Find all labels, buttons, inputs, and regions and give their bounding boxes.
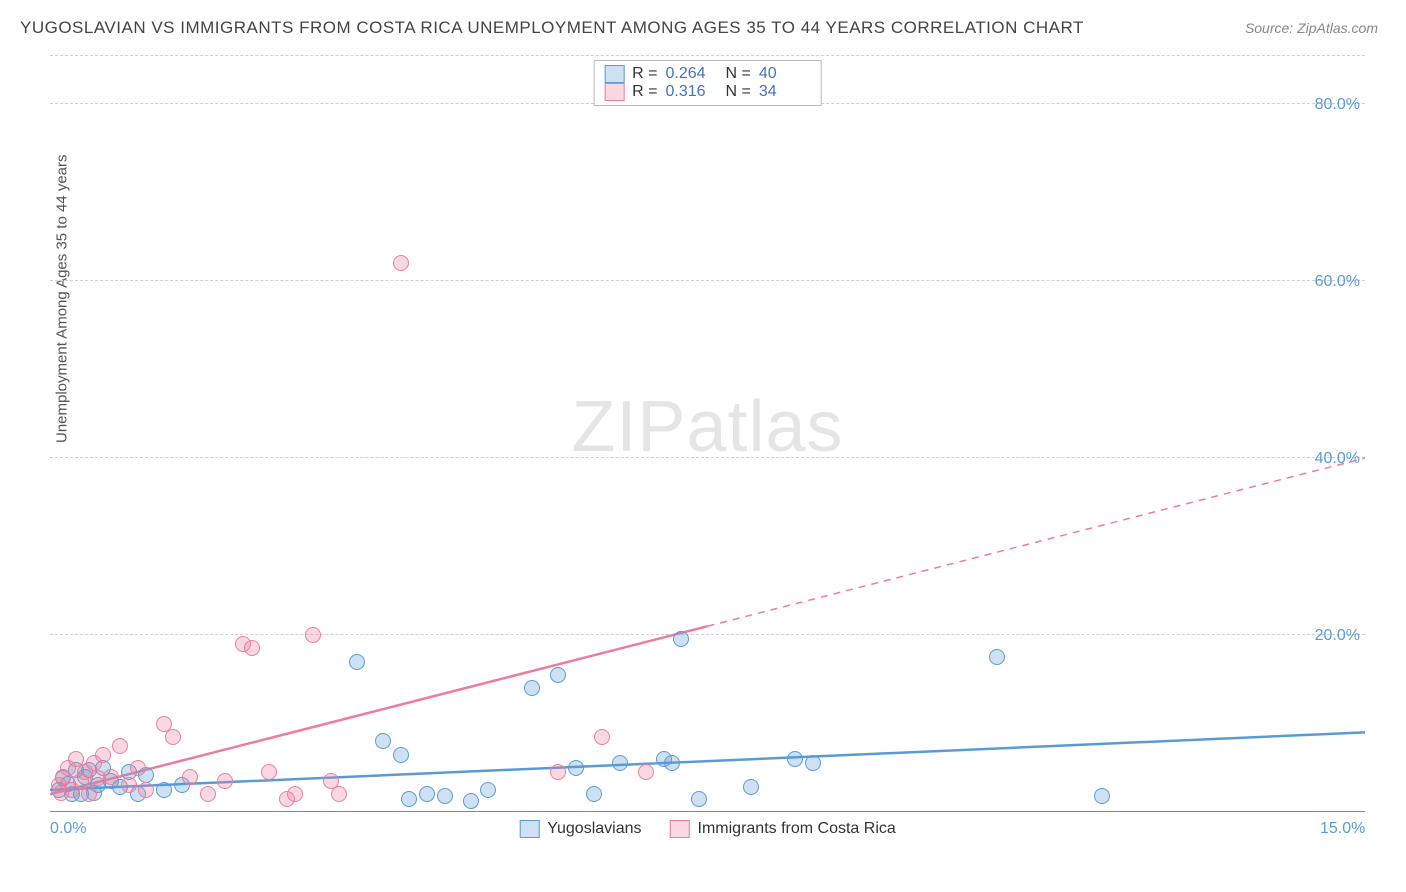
data-point	[156, 782, 172, 798]
correlation-legend: R = 0.264 N = 40 R = 0.316 N = 34	[593, 60, 822, 106]
legend-row-series-1: R = 0.316 N = 34	[604, 83, 811, 101]
data-point	[989, 649, 1005, 665]
data-point	[393, 747, 409, 763]
x-axis-baseline	[50, 811, 1365, 812]
data-point	[480, 782, 496, 798]
legend-item-yugoslavians: Yugoslavians	[519, 820, 641, 838]
data-point	[217, 773, 233, 789]
scatter-plot: Unemployment Among Ages 35 to 44 years Z…	[50, 55, 1365, 830]
data-point	[53, 785, 69, 801]
data-point	[287, 786, 303, 802]
source-attribution: Source: ZipAtlas.com	[1245, 20, 1378, 36]
data-point	[393, 255, 409, 271]
legend-item-costa-rica: Immigrants from Costa Rica	[670, 820, 896, 838]
trend-lines	[50, 55, 1365, 830]
data-point	[568, 760, 584, 776]
data-point	[95, 747, 111, 763]
x-tick-label: 0.0%	[50, 820, 86, 838]
data-point	[664, 755, 680, 771]
data-point	[550, 667, 566, 683]
data-point	[81, 786, 97, 802]
data-point	[244, 640, 260, 656]
data-point	[261, 764, 277, 780]
data-point	[182, 769, 198, 785]
data-point	[419, 786, 435, 802]
data-point	[165, 729, 181, 745]
data-point	[103, 769, 119, 785]
data-point	[805, 755, 821, 771]
data-point	[121, 777, 137, 793]
data-point	[437, 788, 453, 804]
data-point	[130, 760, 146, 776]
swatch-yugoslavians	[604, 65, 624, 83]
data-point	[524, 680, 540, 696]
data-point	[594, 729, 610, 745]
swatch-costa-rica	[604, 83, 624, 101]
data-point	[375, 733, 391, 749]
data-point	[586, 786, 602, 802]
legend-row-series-0: R = 0.264 N = 40	[604, 65, 811, 83]
data-point	[743, 779, 759, 795]
data-point	[401, 791, 417, 807]
data-point	[638, 764, 654, 780]
data-point	[331, 786, 347, 802]
data-point	[463, 793, 479, 809]
data-point	[305, 627, 321, 643]
data-point	[200, 786, 216, 802]
swatch-yugoslavians-icon	[519, 820, 539, 838]
x-tick-label: 15.0%	[1320, 820, 1365, 838]
swatch-costa-rica-icon	[670, 820, 690, 838]
data-point	[673, 631, 689, 647]
data-point	[138, 782, 154, 798]
data-point	[112, 738, 128, 754]
series-legend: Yugoslavians Immigrants from Costa Rica	[519, 820, 896, 838]
data-point	[550, 764, 566, 780]
data-point	[1094, 788, 1110, 804]
data-point	[787, 751, 803, 767]
data-point	[691, 791, 707, 807]
data-point	[612, 755, 628, 771]
chart-title: YUGOSLAVIAN VS IMMIGRANTS FROM COSTA RIC…	[20, 18, 1084, 38]
data-point	[349, 654, 365, 670]
